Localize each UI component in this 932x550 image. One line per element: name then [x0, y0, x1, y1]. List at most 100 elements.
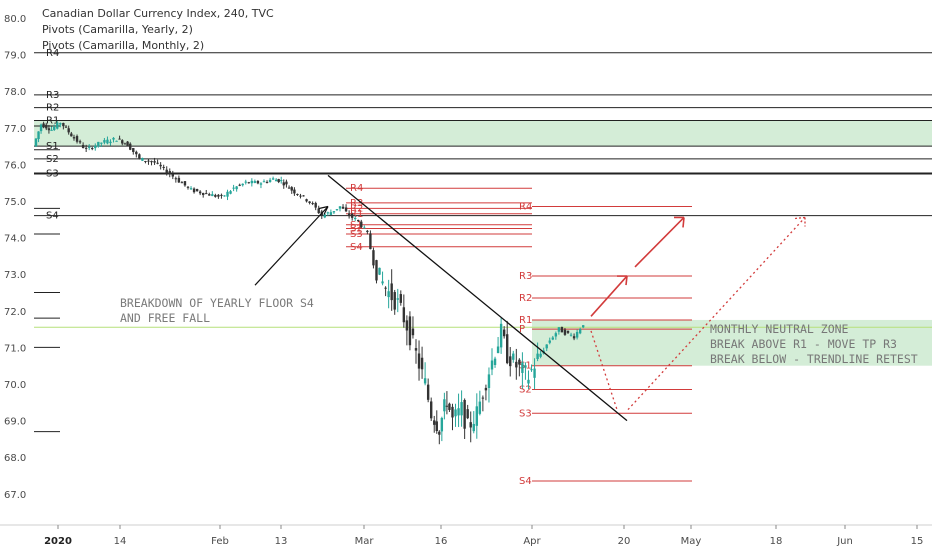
- up-arrow-2: [634, 216, 685, 268]
- candle-body: [305, 199, 308, 202]
- candle-body: [378, 267, 381, 275]
- y-tick-label: 67.0: [4, 490, 26, 501]
- y-tick-label: 76.0: [4, 160, 26, 171]
- candle-body: [103, 140, 106, 143]
- candle-body: [363, 227, 366, 229]
- candle-body: [314, 202, 317, 208]
- candle-body: [229, 191, 232, 194]
- candle-body: [438, 431, 441, 435]
- april-pivot-label: P: [519, 324, 525, 335]
- candle-body: [575, 331, 579, 338]
- candle-body: [357, 219, 360, 221]
- candle-body: [81, 144, 85, 148]
- candle-body: [208, 194, 211, 196]
- y-axis-ticks: 80.0 79.0 78.0 77.0 76.0 75.0 74.0 73.0 72.0 71.0…: [4, 14, 60, 501]
- candle-body: [466, 409, 469, 419]
- legend-pivots-monthly: Pivots (Camarilla, Monthly, 2): [42, 39, 205, 52]
- yearly-pivot-label: R3: [46, 90, 59, 101]
- y-tick-label: 75.0: [4, 197, 26, 208]
- candle-body: [277, 179, 280, 183]
- candle-body: [539, 353, 542, 357]
- candle-body: [560, 327, 564, 333]
- candle-body: [223, 195, 226, 197]
- candle-body: [232, 187, 235, 189]
- candle-body: [536, 353, 539, 360]
- candle-body: [282, 182, 285, 186]
- candle-body: [165, 169, 168, 174]
- candle-body: [180, 182, 184, 184]
- candle-body: [299, 195, 302, 197]
- candle-body: [372, 250, 375, 266]
- candle-body: [118, 138, 121, 140]
- candle-body: [42, 123, 45, 128]
- candle-body: [530, 369, 533, 371]
- candle-body: [472, 423, 475, 432]
- march-pivot-label: S2: [350, 223, 363, 234]
- trendline: [327, 174, 628, 422]
- candle-body: [578, 328, 582, 334]
- y-tick-label: 77.0: [4, 124, 26, 135]
- yearly-pivot-label: S3: [46, 169, 59, 180]
- x-tick-label: 14: [114, 536, 127, 547]
- candle-body: [220, 194, 223, 196]
- x-tick-label: 18: [770, 536, 783, 547]
- candle-body: [399, 294, 402, 303]
- candle-body: [287, 187, 291, 189]
- candle-body: [174, 178, 178, 180]
- candle-body: [123, 143, 127, 145]
- candle-body: [347, 213, 351, 217]
- candle-body: [317, 208, 320, 214]
- up-arrow-1: [590, 275, 628, 317]
- candle-body: [247, 182, 250, 184]
- candle-body: [75, 136, 79, 142]
- candle-body: [217, 194, 220, 197]
- candle-body: [518, 359, 521, 365]
- candle-body: [62, 122, 65, 127]
- candle-body: [332, 211, 336, 213]
- yearly-pivot-label: S1: [46, 141, 59, 152]
- candle-body: [481, 397, 485, 399]
- candles: [34, 121, 585, 445]
- candle-body: [64, 126, 68, 128]
- candle-body: [186, 186, 190, 188]
- candle-body: [393, 292, 396, 310]
- candle-body: [135, 151, 138, 155]
- candle-body: [375, 260, 378, 281]
- candle-body: [384, 287, 387, 289]
- candle-body: [396, 298, 399, 300]
- candle-body: [423, 378, 427, 384]
- candle-body: [162, 166, 165, 168]
- march-pivot-label: S3: [350, 229, 363, 240]
- candle-body: [475, 406, 478, 426]
- candle-body: [100, 142, 103, 144]
- up-dotted-path: [627, 217, 806, 411]
- april-pivot-label: R4: [519, 201, 532, 212]
- y-tick-label: 68.0: [4, 453, 26, 464]
- candle-body: [454, 409, 457, 417]
- candle-body: [214, 194, 217, 197]
- candle-body: [293, 189, 296, 194]
- up-dotted-head: [794, 216, 806, 227]
- candle-body: [545, 344, 548, 349]
- candle-body: [533, 368, 536, 378]
- candle-body: [250, 180, 254, 184]
- candle-body: [411, 328, 415, 336]
- zone-annotation-line3: BREAK BELOW - TRENDLINE RETEST: [710, 352, 918, 366]
- candle-body: [59, 123, 62, 125]
- candle-body: [126, 141, 129, 146]
- candle-body: [78, 141, 82, 143]
- candle-body: [241, 183, 244, 186]
- candle-body: [440, 417, 444, 432]
- candle-body: [91, 148, 94, 150]
- x-tick-label: May: [681, 536, 702, 547]
- candle-body: [88, 146, 91, 148]
- up-arrow-1-head: [617, 275, 628, 286]
- candle-body: [112, 137, 115, 140]
- candle-body: [50, 129, 53, 131]
- y-tick-label: 79.0: [4, 51, 26, 62]
- candle-body: [311, 203, 314, 205]
- candle-body: [53, 126, 56, 130]
- candle-body: [253, 181, 257, 183]
